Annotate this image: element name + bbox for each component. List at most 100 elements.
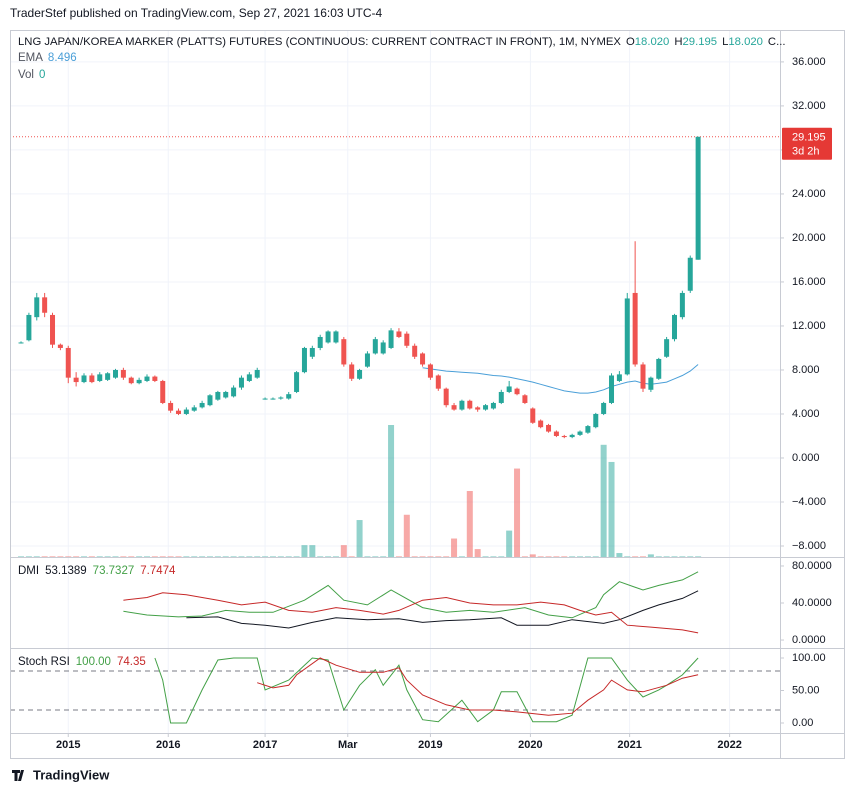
candle-body [168,402,174,411]
legend-value: 7.7474 [140,565,176,577]
x-tick-label: 2021 [617,739,641,751]
volume-bar [159,556,166,557]
legend-key: O [626,36,635,48]
candle-body [530,408,536,423]
candle-body [278,397,284,399]
volume-bar [490,556,497,557]
volume-bar [269,556,276,557]
candle-body [498,391,504,403]
volume-bar [348,556,355,557]
y-tick-label: 50.00 [792,684,820,696]
y-tick-label: 36.000 [792,56,826,68]
volume-bar [514,468,521,557]
volume-bar [191,556,198,557]
logo [12,770,24,781]
legend-value: 29.195 [683,36,718,48]
candle-body [648,377,654,390]
candle-body [333,331,339,343]
volume-bar [143,556,150,557]
y-tick-label: 32.000 [792,100,826,112]
legend-value: 18.020 [635,36,670,48]
chart-border [10,30,845,759]
candle-body [420,353,426,365]
volume-bar [254,556,261,557]
volume-bar [49,556,56,557]
candle-body [664,339,670,357]
candle-body [522,395,528,403]
candle-body [364,353,370,367]
pane-legend: DMI 53.1389 73.7327 7.7474 [18,565,176,577]
legend-value: 73.7327 [93,565,135,577]
volume-bar [655,556,662,557]
indicator-line [186,590,699,629]
candle-body [569,434,575,438]
candle-body [404,333,410,346]
volume-bar [325,556,332,557]
candle-body [238,377,244,388]
candle-body [246,374,252,381]
volume-bar [309,545,316,557]
volume-bar [632,556,639,557]
volume-bar [577,556,584,557]
candle-body [231,387,237,397]
frame [10,30,845,759]
countdown-label: 3d 2h [792,146,820,158]
ema-legend: EMA 8.496 [18,52,77,64]
candle-body [105,373,111,380]
candle-body [223,391,229,398]
volume-bar [25,556,32,557]
volume-bar [214,556,221,557]
volume-bar [33,556,40,557]
volume-bar [624,556,631,557]
indicator-line [154,657,699,724]
indicator-line [123,571,699,619]
volume-bar [616,553,623,557]
candle-body [695,136,701,260]
y-tick-label: 100.00 [792,652,826,664]
candle-body [632,292,638,365]
legend-key: C... [768,36,786,48]
candle-body [553,431,559,436]
candle-body [34,297,40,318]
candle-body [624,298,630,375]
volume-bar [183,556,190,557]
y-tick-label: 20.000 [792,232,826,244]
y-tick-label: 80.0000 [792,560,832,572]
volume-bar [167,556,174,557]
candle-body [73,377,79,383]
candle-body [50,314,56,345]
volume-bar [88,556,95,557]
legend-key: L [722,36,728,48]
volume-bar [443,556,450,557]
y-tick-label: 4.000 [792,408,820,420]
volume-bar [65,556,72,557]
candle-body [412,345,418,357]
volume-bar [199,556,206,557]
candle-body [538,420,544,428]
volume-bar [679,556,686,557]
volume-bar [293,556,300,557]
candle-body [81,375,87,383]
candle-body [183,409,189,414]
volume-bar [474,549,481,557]
volume-bar [277,556,284,557]
volume-bar [561,556,568,557]
legend-value: 53.1389 [45,565,87,577]
candle-body [467,400,473,409]
candle-body [585,426,591,433]
legend-key: Vol [18,69,34,81]
candle-body [254,369,260,378]
candle-body [136,379,142,384]
candle-body [561,435,567,438]
volume-bar [608,461,615,557]
candle-body [609,375,615,403]
marks-layer [10,136,780,724]
candle-body [199,402,205,408]
volume-bar [671,556,678,557]
y-tick-label: 0.000 [792,452,820,464]
volume-bar [458,556,465,557]
x-tick-label: 2022 [717,739,741,751]
volume-bar [553,556,560,557]
y-tick-label: 24.000 [792,188,826,200]
candle-body [286,394,292,399]
